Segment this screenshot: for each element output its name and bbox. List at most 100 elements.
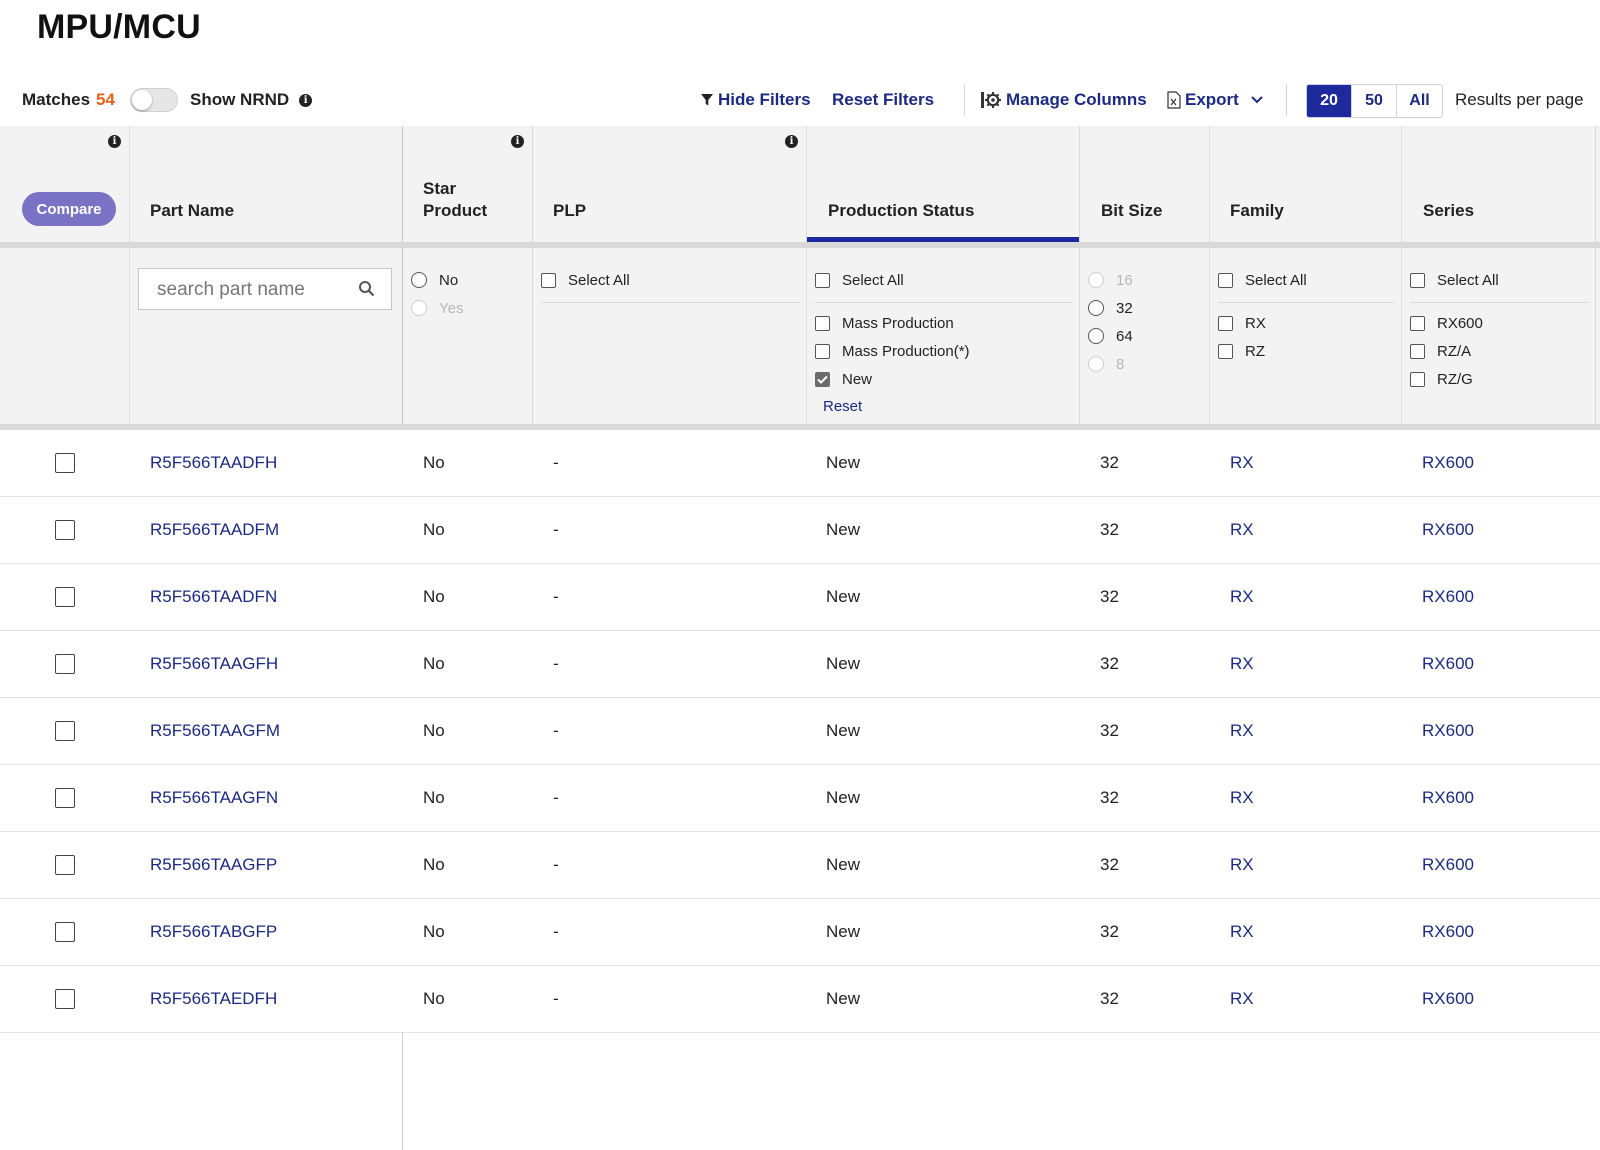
family-link[interactable]: RX <box>1230 855 1254 874</box>
part-name-link[interactable]: R5F566TAADFH <box>150 453 278 472</box>
family-link[interactable]: RX <box>1230 788 1254 807</box>
page-title: MPU/MCU <box>37 8 201 46</box>
header-part-name[interactable]: Part Name <box>130 126 403 242</box>
radio-label: 16 <box>1116 271 1133 289</box>
search-part-input[interactable] <box>155 269 359 311</box>
manage-columns-button[interactable]: Manage Columns <box>980 80 1147 120</box>
series-link[interactable]: RX600 <box>1422 721 1474 740</box>
info-icon[interactable]: i <box>511 135 524 148</box>
checkbox[interactable] <box>815 343 830 359</box>
header-bit-size[interactable]: Bit Size <box>1080 126 1210 242</box>
matches-label: Matches 54 <box>22 80 115 120</box>
series-option[interactable]: RX600 <box>1410 313 1483 333</box>
search-icon[interactable] <box>358 280 375 297</box>
row-compare-checkbox[interactable] <box>55 520 75 540</box>
radio-label: Yes <box>439 299 464 317</box>
radio-button[interactable] <box>1088 300 1104 316</box>
family-link[interactable]: RX <box>1230 520 1254 539</box>
checkbox[interactable] <box>815 272 830 288</box>
row-compare-checkbox[interactable] <box>55 453 75 473</box>
hide-filters-button[interactable]: Hide Filters <box>700 80 811 120</box>
header-label-line: Product <box>423 201 488 220</box>
part-name-link[interactable]: R5F566TAEDFH <box>150 989 278 1008</box>
part-name-link[interactable]: R5F566TAADFM <box>150 520 280 539</box>
select-all-option[interactable]: Select All <box>1410 270 1499 290</box>
series-link[interactable]: RX600 <box>1422 922 1474 941</box>
row-compare-checkbox[interactable] <box>55 654 75 674</box>
radio-button[interactable] <box>1088 328 1104 344</box>
header-family[interactable]: Family <box>1210 126 1402 242</box>
check-icon <box>817 375 828 384</box>
checkbox[interactable] <box>815 315 830 331</box>
part-name-link[interactable]: R5F566TAAGFP <box>150 855 278 874</box>
radio-option[interactable]: No <box>411 270 458 290</box>
part-name-link[interactable]: R5F566TAAGFN <box>150 788 279 807</box>
status-option[interactable]: Mass Production(*) <box>815 341 970 361</box>
radio-option[interactable]: 32 <box>1088 298 1133 318</box>
part-name-link[interactable]: R5F566TAAGFM <box>150 721 281 740</box>
show-nrnd-toggle[interactable] <box>130 88 178 112</box>
info-icon[interactable]: i <box>785 135 798 148</box>
row-compare-checkbox[interactable] <box>55 989 75 1009</box>
series-link[interactable]: RX600 <box>1422 855 1474 874</box>
manage-columns-label: Manage Columns <box>1006 90 1147 109</box>
radio-button[interactable] <box>411 272 427 288</box>
export-dropdown[interactable]: Export <box>1167 80 1263 120</box>
checkbox[interactable] <box>541 272 556 288</box>
series-link[interactable]: RX600 <box>1422 587 1474 606</box>
family-option[interactable]: RZ <box>1218 341 1265 361</box>
page-size-50[interactable]: 50 <box>1352 85 1397 117</box>
select-all-option[interactable]: Select All <box>541 270 630 290</box>
series-link[interactable]: RX600 <box>1422 788 1474 807</box>
row-compare-checkbox[interactable] <box>55 587 75 607</box>
series-link[interactable]: RX600 <box>1422 520 1474 539</box>
select-all-option[interactable]: Select All <box>1218 270 1307 290</box>
header-label: Part Name <box>150 201 235 220</box>
series-option[interactable]: RZ/G <box>1410 369 1473 389</box>
header-plp[interactable]: i PLP <box>533 126 807 242</box>
page-size-all[interactable]: All <box>1409 92 1430 109</box>
info-icon[interactable]: i <box>299 93 313 107</box>
checkbox[interactable] <box>815 371 830 387</box>
compare-button[interactable]: Compare <box>22 192 116 226</box>
radio-option[interactable]: 64 <box>1088 326 1133 346</box>
row-compare-checkbox[interactable] <box>55 855 75 875</box>
family-link[interactable]: RX <box>1230 654 1254 673</box>
series-link[interactable]: RX600 <box>1422 989 1474 1008</box>
family-link[interactable]: RX <box>1230 922 1254 941</box>
page-size-20[interactable]: 20 <box>1307 85 1352 117</box>
select-all-option[interactable]: Select All <box>815 270 904 290</box>
info-icon[interactable]: i <box>108 135 121 148</box>
checkbox[interactable] <box>1218 272 1233 288</box>
header-production-status[interactable]: Production Status <box>807 126 1080 242</box>
checkbox[interactable] <box>1410 315 1425 331</box>
family-link[interactable]: RX <box>1230 989 1254 1008</box>
part-name-link[interactable]: R5F566TABGFP <box>150 922 278 941</box>
family-link[interactable]: RX <box>1230 587 1254 606</box>
series-link[interactable]: RX600 <box>1422 453 1474 472</box>
part-name-link[interactable]: R5F566TAAGFH <box>150 654 279 673</box>
checkbox[interactable] <box>1218 315 1233 331</box>
family-option[interactable]: RX <box>1218 313 1266 333</box>
series-link[interactable]: RX600 <box>1422 654 1474 673</box>
results-toolbar: Matches 54 Show NRND i Hide Filters Rese… <box>0 80 1600 120</box>
status-option[interactable]: New <box>815 369 872 389</box>
reset-filters-button[interactable]: Reset Filters <box>832 80 934 120</box>
row-compare-checkbox[interactable] <box>55 788 75 808</box>
reset-status-filter-link[interactable]: Reset <box>823 398 863 415</box>
header-star-product[interactable]: i Star Product <box>403 126 533 242</box>
status-option[interactable]: Mass Production <box>815 313 954 333</box>
family-link[interactable]: RX <box>1230 721 1254 740</box>
checkbox[interactable] <box>1410 272 1425 288</box>
family-link[interactable]: RX <box>1230 453 1254 472</box>
checkbox[interactable] <box>1410 343 1425 359</box>
part-name-link[interactable]: R5F566TAADFN <box>150 587 278 606</box>
series-option[interactable]: RZ/A <box>1410 341 1471 361</box>
matches-text: Matches <box>22 90 91 109</box>
row-compare-checkbox[interactable] <box>55 922 75 942</box>
header-series[interactable]: Series <box>1402 126 1596 242</box>
checkbox[interactable] <box>1410 371 1425 387</box>
checkbox-label: Mass Production <box>842 314 954 332</box>
row-compare-checkbox[interactable] <box>55 721 75 741</box>
checkbox[interactable] <box>1218 343 1233 359</box>
